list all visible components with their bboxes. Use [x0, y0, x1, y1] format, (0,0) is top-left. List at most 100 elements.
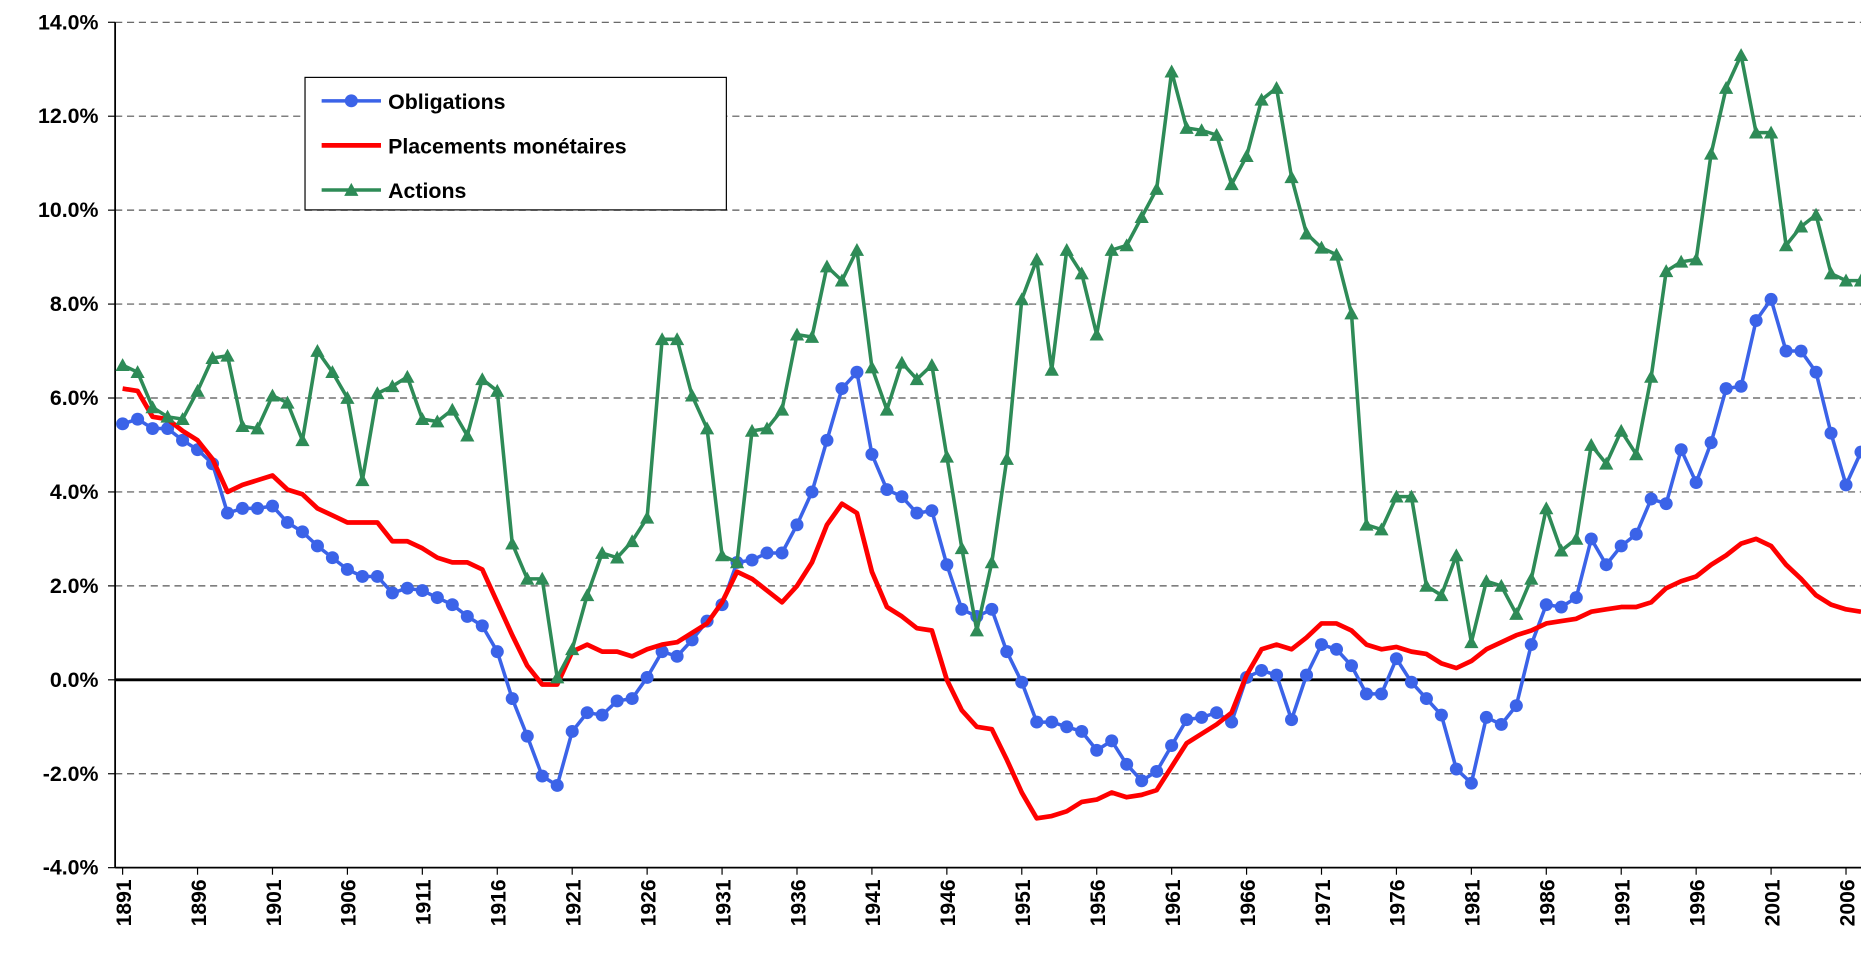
data-point [595, 545, 610, 559]
data-point [115, 358, 130, 371]
data-point [1015, 675, 1029, 689]
data-point [460, 428, 475, 442]
data-point [610, 550, 625, 564]
data-point [1060, 720, 1074, 734]
data-point [370, 386, 385, 400]
data-point [415, 584, 429, 598]
data-point [490, 645, 504, 659]
data-point [1299, 226, 1314, 240]
x-tick-label: 1896 [188, 879, 211, 926]
data-point [625, 692, 639, 706]
data-point [1733, 48, 1749, 62]
data-point [834, 273, 850, 287]
data-point [655, 645, 669, 659]
y-tick-label: -4.0% [43, 857, 99, 880]
y-tick-label: -2.0% [43, 763, 99, 786]
data-point [939, 449, 954, 463]
data-point [310, 539, 324, 553]
x-tick-label: 1926 [637, 879, 660, 926]
data-point [1839, 478, 1853, 492]
data-point [1853, 273, 1861, 287]
data-point [1165, 739, 1179, 753]
legend-label: Actions [388, 180, 466, 203]
data-point [1838, 273, 1854, 287]
x-tick-label: 1891 [113, 879, 136, 926]
data-point [1090, 743, 1104, 757]
data-point [1404, 675, 1418, 689]
data-point [1808, 207, 1824, 221]
data-point [1644, 369, 1659, 383]
data-point [235, 501, 250, 515]
data-point [760, 546, 774, 560]
data-point [999, 452, 1014, 465]
data-point [250, 421, 265, 435]
data-point [1180, 713, 1194, 727]
x-tick-label: 1991 [1611, 879, 1634, 926]
data-point [1059, 243, 1074, 256]
x-tick-label: 1931 [712, 879, 735, 926]
data-point [1044, 362, 1059, 376]
data-point [415, 412, 430, 426]
x-tick-label: 1951 [1012, 879, 1035, 926]
data-point [1674, 443, 1688, 457]
y-tick-label: 4.0% [50, 481, 99, 504]
data-point [1734, 379, 1748, 393]
y-tick-label: 0.0% [50, 669, 99, 692]
x-tick-label: 1921 [562, 879, 585, 926]
data-point [325, 365, 340, 379]
data-point [1599, 558, 1613, 572]
data-point [520, 571, 535, 585]
data-point [1599, 456, 1614, 470]
data-point [1195, 710, 1209, 724]
data-point [1224, 177, 1239, 191]
data-point [550, 670, 565, 684]
data-point [295, 525, 309, 539]
data-point [1809, 365, 1823, 379]
data-point [1074, 266, 1089, 280]
y-tick-label: 2.0% [50, 575, 99, 598]
data-point [1000, 645, 1014, 659]
data-point [340, 562, 354, 576]
data-point [250, 501, 265, 515]
data-point [385, 379, 400, 393]
x-tick-label: 1961 [1162, 879, 1185, 926]
data-point [985, 602, 999, 616]
data-point [1569, 591, 1583, 605]
legend-label: Obligations [388, 91, 505, 114]
data-point [355, 570, 369, 583]
data-point [161, 422, 175, 435]
data-point [880, 483, 894, 497]
data-point [1659, 264, 1674, 278]
data-point [1509, 607, 1524, 620]
data-point [969, 623, 984, 637]
data-point [1539, 501, 1554, 515]
legend-marker [344, 182, 359, 196]
x-tick-label: 1906 [338, 879, 361, 926]
data-point [190, 383, 205, 397]
data-point [475, 372, 490, 386]
data-point [1329, 247, 1344, 261]
data-point [625, 534, 640, 548]
data-point [1629, 447, 1644, 461]
data-point [385, 586, 399, 600]
data-point [1763, 125, 1779, 139]
data-point [1389, 652, 1403, 666]
data-point [1719, 80, 1734, 94]
data-point [1225, 715, 1239, 729]
data-point [849, 243, 865, 256]
data-point [729, 555, 745, 569]
data-point [1285, 713, 1299, 727]
data-point [1210, 706, 1224, 720]
data-point [670, 649, 684, 663]
data-point [1464, 776, 1478, 790]
data-point [1014, 292, 1029, 306]
data-point [220, 348, 235, 362]
data-point [1704, 436, 1718, 450]
data-point [535, 769, 549, 783]
data-point [1134, 210, 1149, 224]
data-point [235, 419, 250, 433]
data-point [1614, 423, 1629, 437]
data-point [1449, 548, 1464, 562]
data-point [1629, 527, 1643, 541]
